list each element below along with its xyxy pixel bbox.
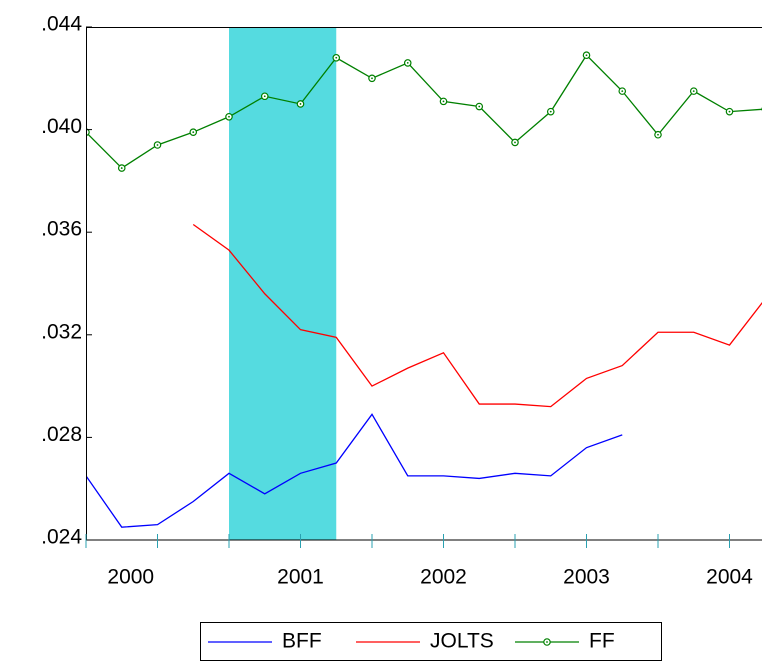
series-line — [192, 223, 762, 408]
point-dot — [549, 110, 552, 113]
x-tick-label: 2002 — [420, 566, 467, 589]
point-dot — [478, 105, 481, 108]
x-tick-label: 2000 — [107, 566, 154, 589]
point-dot — [728, 110, 731, 113]
point-dot — [514, 141, 516, 144]
plot-area — [86, 27, 762, 540]
point-dot — [406, 62, 409, 64]
point-dot — [371, 77, 373, 80]
series-line — [86, 413, 623, 528]
y-tick-label: .028 — [41, 423, 82, 446]
legend-label: FF — [589, 630, 615, 653]
series-line — [86, 54, 762, 169]
point-dot — [657, 133, 659, 136]
point-dot — [120, 167, 123, 169]
point-dot — [692, 90, 695, 93]
plot-frame — [86, 27, 762, 541]
point-dot — [585, 54, 588, 57]
point-dot — [335, 56, 338, 59]
shaded-period — [229, 27, 337, 540]
point-dot — [156, 144, 159, 146]
point-dot — [263, 95, 266, 98]
legend-label: JOLTS — [430, 630, 494, 653]
y-tick-label: .044 — [41, 13, 82, 36]
legend-label: BFF — [282, 630, 322, 653]
legend-marker-dot — [546, 641, 548, 643]
point-dot — [442, 100, 445, 103]
legend — [200, 622, 662, 661]
point-dot — [621, 90, 624, 93]
x-tick-label: 2004 — [706, 566, 753, 589]
y-tick-label: .024 — [41, 526, 82, 549]
point-dot — [192, 131, 195, 134]
point-dot — [228, 115, 230, 118]
point-dot — [299, 103, 302, 105]
y-tick-label: .032 — [41, 320, 82, 343]
y-tick-label: .036 — [41, 218, 82, 241]
y-tick-label: .040 — [41, 115, 82, 138]
x-tick-label: 2003 — [563, 566, 610, 589]
x-tick-label: 2001 — [277, 566, 324, 589]
